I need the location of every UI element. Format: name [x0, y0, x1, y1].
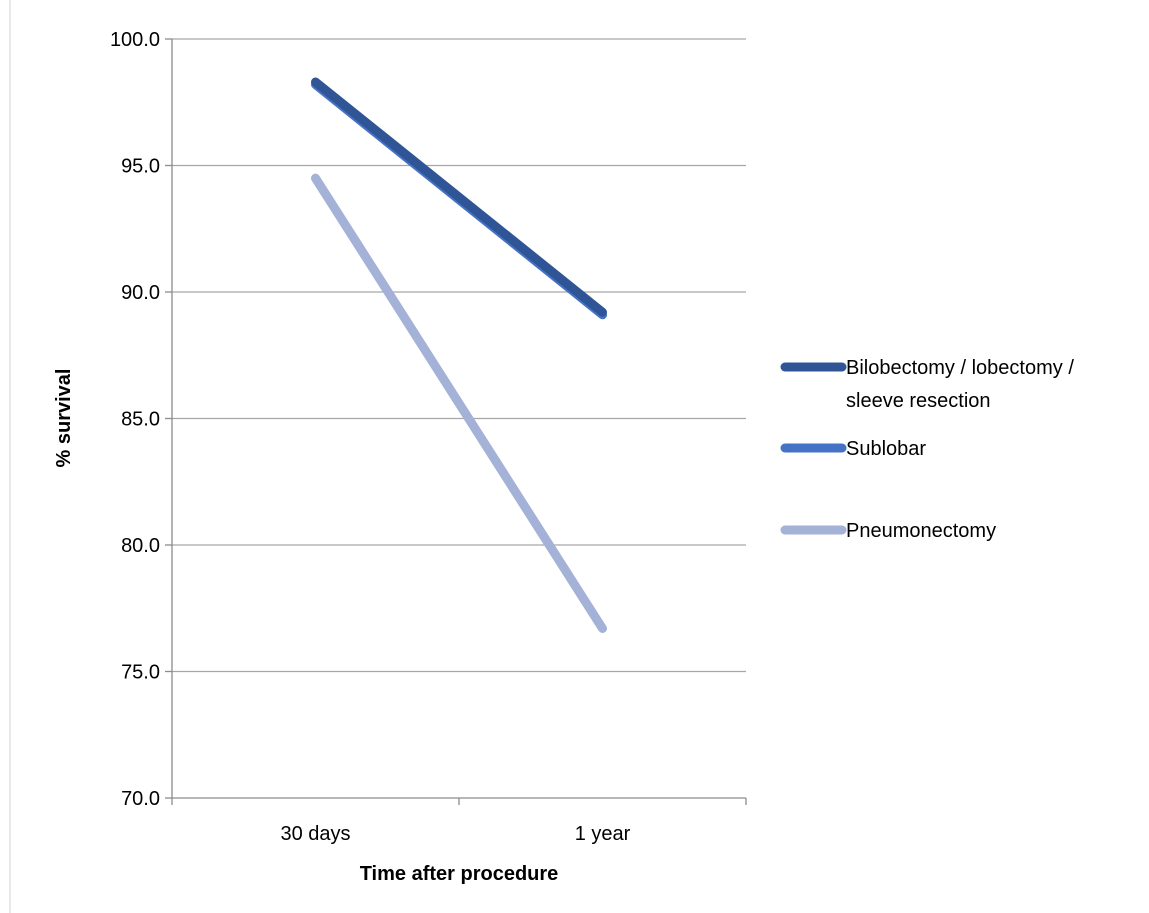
- y-tick-label: 85.0: [121, 409, 160, 431]
- series-line: [311, 77, 607, 317]
- legend-label: Bilobectomy / lobectomy /: [846, 357, 1074, 379]
- y-tick-label: 75.0: [121, 662, 160, 684]
- gridlines: [172, 38, 746, 673]
- legend-label: Sublobar: [846, 438, 926, 460]
- y-tick-label: 90.0: [121, 282, 160, 304]
- x-tick-label: 30 days: [280, 823, 350, 845]
- x-axis-title: Time after procedure: [360, 863, 559, 885]
- y-axis-title: % survival: [53, 369, 75, 468]
- y-tick-label: 95.0: [121, 156, 160, 178]
- series-lines: [311, 77, 607, 633]
- y-tick-label: 100.0: [110, 29, 160, 51]
- y-tick-label: 80.0: [121, 535, 160, 557]
- legend-label: Pneumonectomy: [846, 520, 996, 542]
- series-line: [311, 173, 607, 633]
- axes: 70.0 75.0 80.0 85.0 90.0 95.0 100.0 30 days 1 ye…: [110, 29, 747, 845]
- legend-label: sleeve resection: [846, 390, 991, 412]
- y-tick-label: 70.0: [121, 788, 160, 810]
- x-tick-label: 1 year: [575, 823, 631, 845]
- legend: Bilobectomy / lobectomy / sleeve resectio…: [780, 357, 1074, 542]
